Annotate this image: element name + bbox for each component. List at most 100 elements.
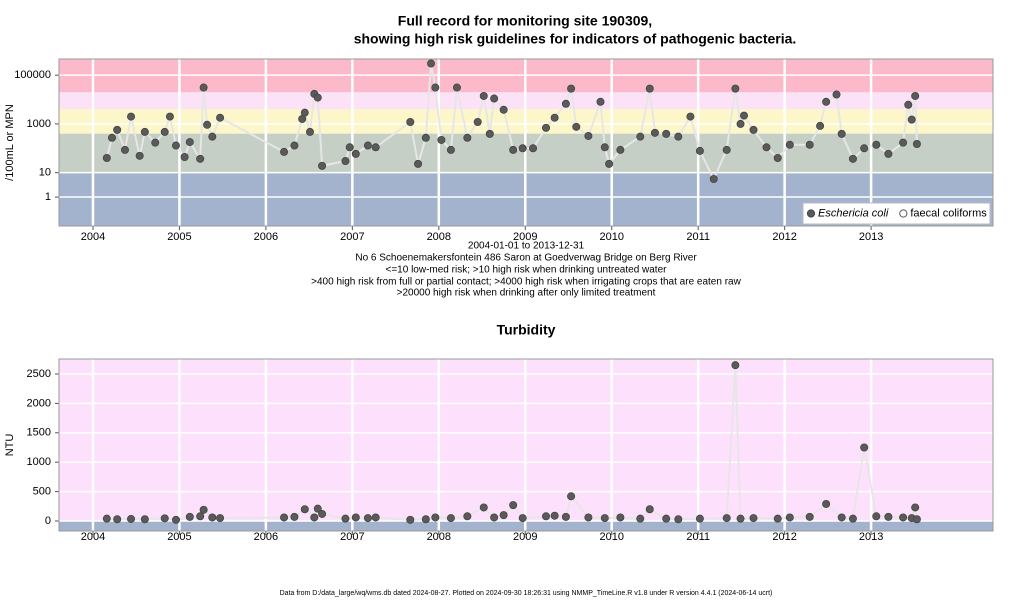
y-axis-label: /100mL or MPN <box>4 104 16 181</box>
data-point <box>463 512 472 521</box>
data-point <box>550 113 559 122</box>
data-point <box>600 143 609 152</box>
data-point <box>196 154 205 163</box>
data-point <box>805 512 814 521</box>
data-point <box>180 152 189 161</box>
data-point <box>584 513 593 522</box>
y-tick-label: 100000 <box>14 69 51 81</box>
data-point <box>199 83 208 92</box>
chart-title: Turbidity <box>497 322 556 338</box>
x-tick-label: 2010 <box>599 531 623 543</box>
chart-title: Full record for monitoring site 190309, <box>398 13 652 29</box>
data-point <box>899 138 908 147</box>
data-point <box>731 361 740 370</box>
data-point <box>310 513 319 522</box>
data-point <box>884 512 893 521</box>
plot-frame <box>58 58 994 227</box>
data-point <box>421 515 430 524</box>
data-point <box>171 515 180 524</box>
x-tick-label: 2006 <box>254 231 278 243</box>
data-point <box>518 514 527 523</box>
x-tick-label: 2013 <box>859 531 883 543</box>
data-point <box>805 140 814 149</box>
data-point <box>572 122 581 131</box>
data-point <box>645 505 654 514</box>
data-point <box>280 147 289 156</box>
data-point <box>140 515 149 524</box>
data-point <box>341 157 350 166</box>
x-tick-label: 2004 <box>81 231 105 243</box>
data-point <box>899 513 908 522</box>
data-point <box>490 513 499 522</box>
data-point <box>872 140 881 149</box>
data-point <box>773 154 782 163</box>
data-point <box>567 84 576 93</box>
data-point <box>151 138 160 147</box>
data-point <box>203 120 212 129</box>
data-point <box>731 84 740 93</box>
data-point <box>305 127 314 136</box>
data-point <box>904 100 913 109</box>
subtitle: >20000 high risk when drinking after onl… <box>397 288 656 299</box>
data-point <box>406 117 415 126</box>
data-point <box>185 138 194 147</box>
data-point <box>674 515 683 524</box>
data-point <box>490 94 499 103</box>
y-tick-label: 2500 <box>27 368 51 380</box>
data-point <box>102 514 111 523</box>
chart-title: showing high risk guidelines for indicat… <box>354 31 797 47</box>
data-point <box>499 511 508 520</box>
data-point <box>216 514 225 523</box>
data-point <box>427 59 436 68</box>
data-point <box>318 161 327 170</box>
x-tick-label: 2010 <box>599 231 623 243</box>
footer: Data from D:/data_large/wq/wms.db dated … <box>280 590 773 597</box>
data-point <box>446 145 455 154</box>
data-point <box>785 513 794 522</box>
data-point <box>421 133 430 142</box>
data-point <box>529 144 538 153</box>
data-point <box>431 513 440 522</box>
data-point <box>822 97 831 106</box>
data-point <box>686 112 695 121</box>
data-point <box>406 515 415 524</box>
data-point <box>414 159 423 168</box>
data-point <box>596 97 605 106</box>
data-point <box>290 512 299 521</box>
y-tick-label: 1 <box>45 191 51 203</box>
data-point <box>102 154 111 163</box>
y-tick-label: 0 <box>45 515 51 527</box>
data-point <box>113 515 122 524</box>
x-tick-label: 2013 <box>859 231 883 243</box>
data-point <box>736 514 745 523</box>
data-point <box>837 513 846 522</box>
data-point <box>479 91 488 100</box>
data-point <box>860 443 869 452</box>
x-tick-label: 2004 <box>81 531 105 543</box>
x-tick-label: 2012 <box>772 231 796 243</box>
data-point <box>160 127 169 136</box>
data-point <box>616 145 625 154</box>
x-tick-label: 2005 <box>167 531 191 543</box>
data-point <box>509 501 518 510</box>
data-point <box>722 145 731 154</box>
y-tick-label: 1000 <box>27 456 51 468</box>
data-point <box>351 513 360 522</box>
data-point <box>300 108 309 117</box>
data-point <box>479 503 488 512</box>
data-point <box>912 140 921 149</box>
data-point <box>446 514 455 523</box>
x-tick-label: 2009 <box>513 231 537 243</box>
x-tick-label: 2007 <box>340 531 364 543</box>
legend-label: Eschericia coli <box>818 207 889 219</box>
data-point <box>616 513 625 522</box>
x-tick-label: 2012 <box>772 531 796 543</box>
data-point <box>884 149 893 158</box>
data-point <box>499 105 508 114</box>
data-point <box>341 514 350 523</box>
legend-marker <box>806 209 816 218</box>
data-point <box>371 143 380 152</box>
x-tick-label: 2005 <box>167 231 191 243</box>
data-point <box>837 129 846 138</box>
data-point <box>363 141 372 150</box>
